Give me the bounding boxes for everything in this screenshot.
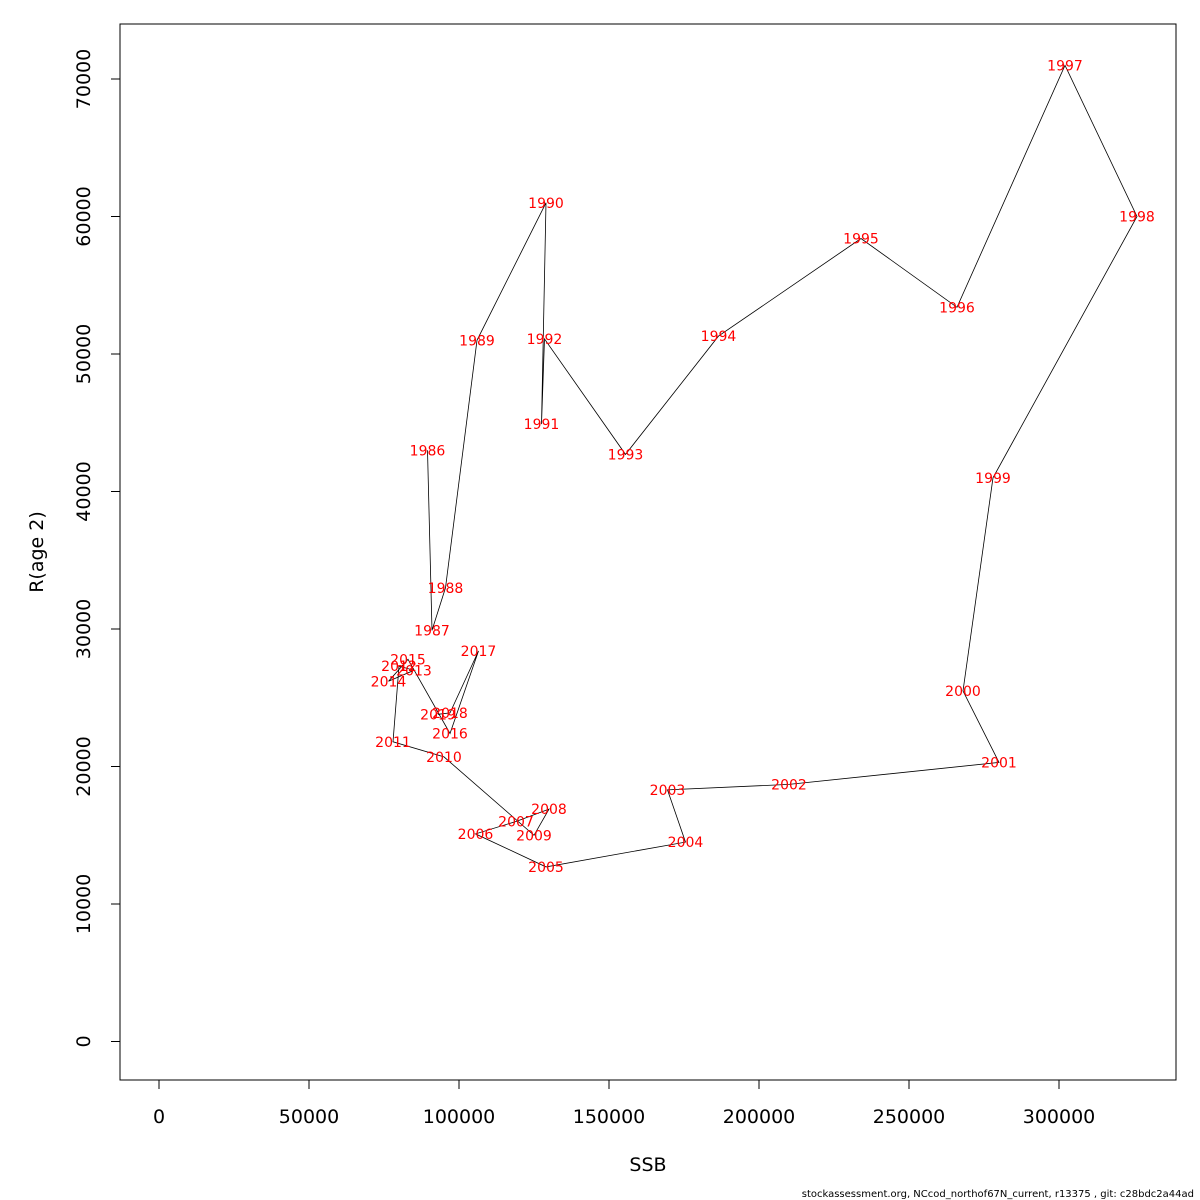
year-label-2014: 2014 xyxy=(371,674,407,690)
x-tick-label: 150000 xyxy=(573,1106,646,1128)
year-label-2002: 2002 xyxy=(771,777,807,793)
year-label-2007: 2007 xyxy=(498,815,534,831)
x-tick-label: 300000 xyxy=(1023,1106,1096,1128)
year-label-1992: 1992 xyxy=(527,332,563,348)
x-axis: 0 50000 100000 150000 200000 250000 300000 xyxy=(153,1079,1096,1128)
year-label-1989: 1989 xyxy=(459,333,495,349)
y-tick-label: 40000 xyxy=(73,461,95,521)
year-label-2017: 2017 xyxy=(461,644,497,660)
x-tick-label: 100000 xyxy=(423,1106,496,1128)
y-tick-label: 0 xyxy=(73,1035,95,1047)
y-tick-label: 50000 xyxy=(73,324,95,384)
year-label-1988: 1988 xyxy=(428,581,464,597)
year-label-1991: 1991 xyxy=(524,417,560,433)
year-label-2003: 2003 xyxy=(650,783,686,799)
y-tick-label: 70000 xyxy=(73,49,95,109)
year-label-2001: 2001 xyxy=(981,755,1017,771)
year-label-1993: 1993 xyxy=(608,447,644,463)
year-label-2016: 2016 xyxy=(432,727,468,743)
y-tick-label: 60000 xyxy=(73,186,95,246)
year-label-1987: 1987 xyxy=(414,623,450,639)
y-tick-label: 20000 xyxy=(73,736,95,796)
year-label-2006: 2006 xyxy=(458,827,494,843)
year-label-1994: 1994 xyxy=(701,329,737,345)
year-label-2005: 2005 xyxy=(528,860,564,876)
year-label-1997: 1997 xyxy=(1047,58,1083,74)
year-label-1986: 1986 xyxy=(410,443,446,459)
year-label-2009: 2009 xyxy=(516,828,552,844)
x-tick-label: 50000 xyxy=(279,1106,339,1128)
year-label-2012: 2012 xyxy=(381,659,417,675)
y-tick-label: 30000 xyxy=(73,599,95,659)
year-label-1998: 1998 xyxy=(1119,210,1155,226)
year-labels: 1986 1987 1988 1989 1990 1991 1992 1993 1994 1995… xyxy=(371,58,1155,876)
y-tick-label: 10000 xyxy=(73,874,95,934)
year-label-2015: 2015 xyxy=(390,652,426,668)
y-axis: 0 10000 20000 30000 40000 50000 60000 70000 xyxy=(73,49,121,1048)
year-label-2011: 2011 xyxy=(375,735,411,751)
ssb-recruitment-trajectory xyxy=(388,64,1138,868)
year-label-2013: 2013 xyxy=(396,663,432,679)
x-axis-title: SSB xyxy=(629,1154,666,1176)
x-tick-label: 0 xyxy=(153,1106,165,1128)
year-label-1990: 1990 xyxy=(528,196,564,212)
year-label-2018: 2018 xyxy=(432,706,468,722)
year-label-2004: 2004 xyxy=(668,835,704,851)
year-label-1996: 1996 xyxy=(939,300,975,316)
plot-frame xyxy=(119,23,1177,1081)
x-tick-label: 250000 xyxy=(873,1106,946,1128)
year-label-2000: 2000 xyxy=(945,684,981,700)
year-label-2008: 2008 xyxy=(531,802,567,818)
x-tick-label: 200000 xyxy=(723,1106,796,1128)
year-label-1999: 1999 xyxy=(975,471,1011,487)
year-label-2010: 2010 xyxy=(426,750,462,766)
year-label-2019: 2019 xyxy=(420,707,456,723)
trajectory-line xyxy=(388,64,1138,868)
footer-credit: stockassessment.org, NCcod_northof67N_cu… xyxy=(802,1189,1194,1200)
y-axis-title: R(age 2) xyxy=(26,511,48,593)
year-label-1995: 1995 xyxy=(843,232,879,248)
